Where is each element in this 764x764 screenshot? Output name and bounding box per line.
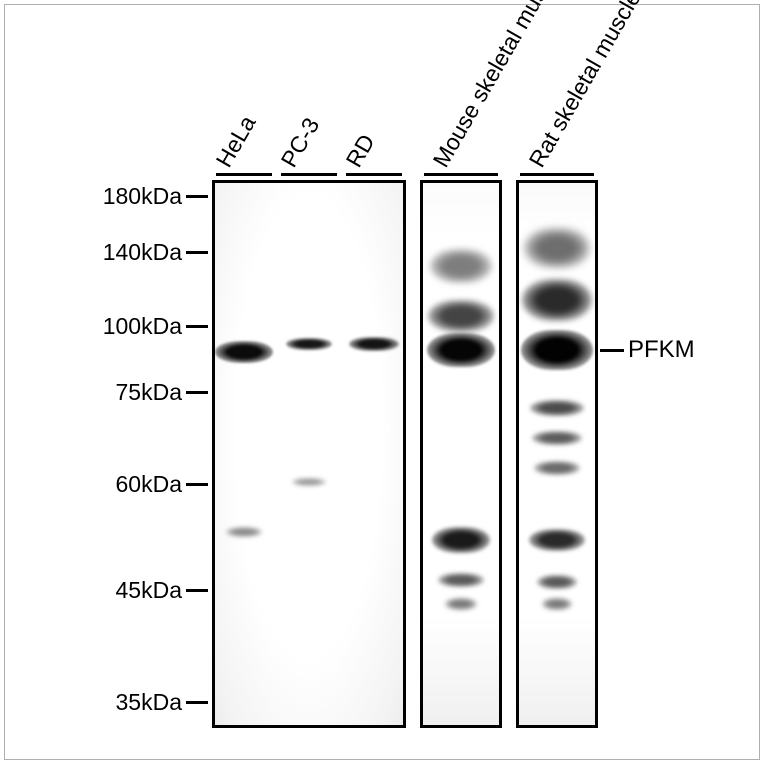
- blot-band: [428, 300, 494, 332]
- target-tick: [600, 349, 624, 352]
- mw-marker-tick: [186, 483, 208, 486]
- blot-band: [522, 279, 592, 321]
- blot-band: [226, 527, 262, 537]
- blot-band: [521, 330, 593, 370]
- blot-band: [534, 461, 580, 475]
- blot-band: [286, 338, 332, 350]
- mw-marker-tick: [186, 701, 208, 704]
- blot-band: [542, 598, 572, 610]
- blot-band: [530, 400, 584, 416]
- mw-marker-tick: [186, 195, 208, 198]
- blot-band: [438, 573, 484, 587]
- blot-band: [529, 529, 585, 551]
- target-label: PFKM: [628, 336, 695, 364]
- blot-band: [430, 249, 492, 283]
- blot-band: [349, 337, 399, 351]
- mw-marker-tick: [186, 589, 208, 592]
- mw-marker-label: 75kDa: [116, 379, 182, 406]
- blot-band: [432, 527, 490, 553]
- mw-marker-label: 180kDa: [103, 183, 182, 210]
- blot-band: [445, 598, 477, 610]
- lane-underline: [281, 173, 337, 176]
- blot-band: [532, 431, 582, 445]
- mw-marker-tick: [186, 325, 208, 328]
- blot-band: [537, 575, 577, 589]
- blot-band: [292, 478, 326, 486]
- figure-canvas: 180kDa140kDa100kDa75kDa60kDa45kDa35kDa H…: [0, 0, 764, 764]
- lane-underline: [424, 173, 498, 176]
- mw-marker-label: 100kDa: [103, 313, 182, 340]
- blot-band: [215, 341, 273, 363]
- mw-marker-tick: [186, 391, 208, 394]
- blot-band: [524, 228, 590, 268]
- mw-marker-tick: [186, 251, 208, 254]
- mw-marker-label: 60kDa: [116, 471, 182, 498]
- mw-marker-label: 35kDa: [116, 689, 182, 716]
- mw-marker-label: 45kDa: [116, 577, 182, 604]
- blot-band: [427, 333, 495, 367]
- lane-underline: [216, 173, 272, 176]
- blot-panel-1: [212, 180, 406, 728]
- lane-underline: [520, 173, 594, 176]
- lane-underline: [346, 173, 402, 176]
- mw-marker-label: 140kDa: [103, 239, 182, 266]
